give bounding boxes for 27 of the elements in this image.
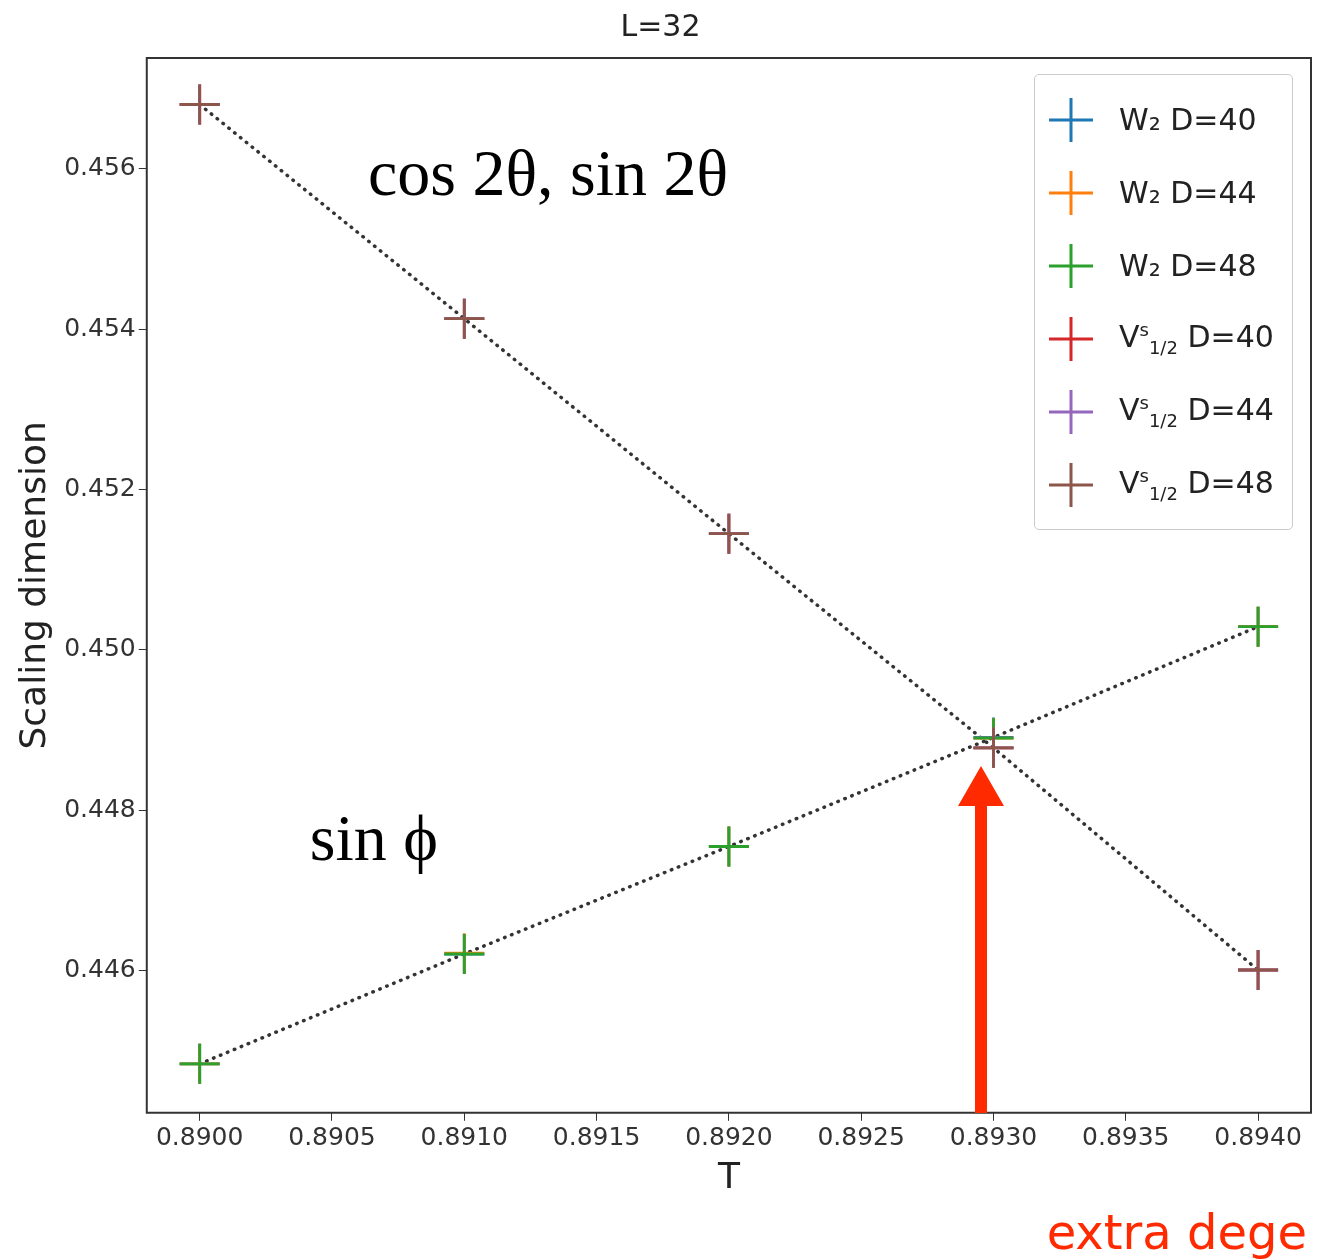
x-tick-label: 0.8940 bbox=[1214, 1122, 1302, 1152]
x-axis-title: T bbox=[716, 1154, 741, 1196]
x-tick-label: 0.8900 bbox=[155, 1122, 244, 1152]
y-tick-label: 0.448 bbox=[64, 793, 136, 823]
x-tick-label: 0.8910 bbox=[420, 1122, 509, 1152]
legend-label: W₂ D=40 bbox=[1119, 102, 1257, 137]
y-tick-label: 0.446 bbox=[64, 954, 136, 984]
legend-label: W₂ D=48 bbox=[1119, 248, 1257, 283]
x-tick-label: 0.8920 bbox=[685, 1122, 773, 1152]
annotation: cos 2θ, sin 2θ bbox=[367, 136, 729, 210]
x-tick-label: 0.8915 bbox=[552, 1122, 641, 1152]
text: extra dege bbox=[1046, 1204, 1307, 1259]
legend-label: W₂ D=44 bbox=[1119, 175, 1257, 210]
y-tick-label: 0.454 bbox=[64, 312, 136, 342]
legend-label: V$^{s}$$_{1/2}$ D=48 bbox=[1119, 465, 1274, 504]
x-tick-label: 0.8925 bbox=[817, 1122, 905, 1152]
y-tick-label: 0.452 bbox=[64, 473, 136, 503]
y-tick-label: 0.450 bbox=[64, 633, 136, 663]
chart-title: L=32 bbox=[620, 7, 701, 43]
y-tick-label: 0.456 bbox=[64, 152, 136, 182]
x-tick-label: 0.8930 bbox=[949, 1122, 1038, 1152]
y-axis-title: Scaling dimension bbox=[11, 421, 53, 750]
x-tick-label: 0.8935 bbox=[1082, 1122, 1170, 1152]
legend-label: V$^{s}$$_{1/2}$ D=40 bbox=[1119, 319, 1274, 358]
annotation: sin ϕ bbox=[309, 800, 439, 874]
legend-label: V$^{s}$$_{1/2}$ D=44 bbox=[1119, 392, 1274, 431]
x-tick-label: 0.8905 bbox=[288, 1122, 376, 1152]
